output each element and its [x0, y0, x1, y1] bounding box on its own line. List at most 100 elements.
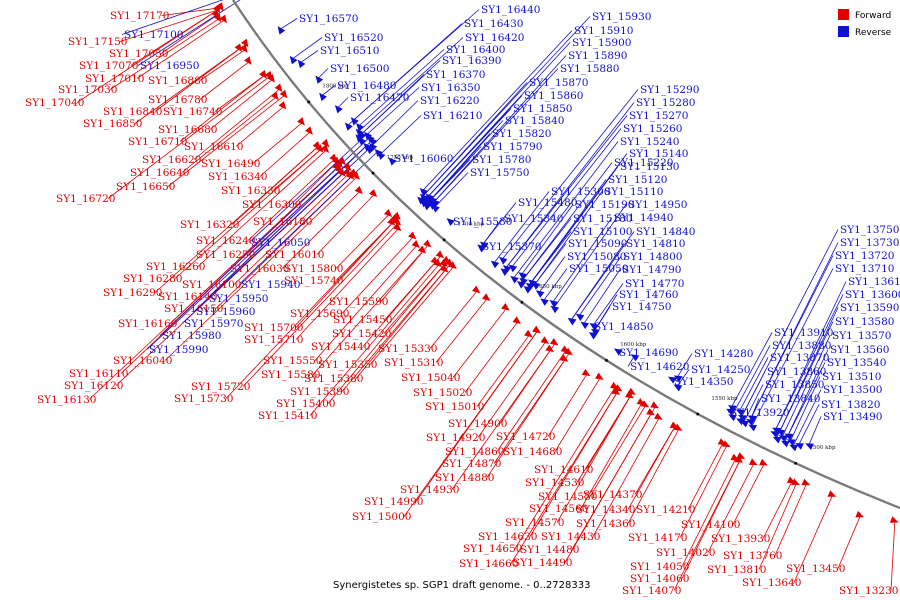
reverse-gene-label: SY1_15750 [470, 167, 529, 179]
reverse-label-leader [739, 357, 769, 412]
forward-label-leader [679, 445, 728, 538]
reverse-label-leader [159, 137, 370, 336]
reverse-gene-label: SY1_13560 [830, 344, 889, 356]
reverse-gene-label: SY1_16210 [423, 110, 482, 122]
legend-forward-swatch [838, 9, 849, 20]
reverse-gene-arrow [479, 241, 489, 250]
reverse-gene-label: SY1_15980 [162, 330, 221, 342]
forward-label-leader [109, 18, 220, 90]
forward-label-leader [197, 149, 327, 267]
forward-label-leader [732, 463, 765, 525]
reverse-gene-label: SY1_15970 [184, 318, 243, 330]
forward-gene-arrow [559, 354, 569, 362]
reverse-gene-label: SY1_13750 [840, 224, 899, 236]
forward-gene-label: SY1_15310 [384, 357, 443, 369]
scale-tick-mark [605, 359, 608, 362]
forward-gene-arrow [611, 387, 621, 395]
forward-gene-label: SY1_15400 [276, 398, 335, 410]
forward-label-leader [592, 417, 660, 537]
legend-reverse-swatch [838, 26, 849, 37]
reverse-gene-label: SY1_14770 [625, 278, 684, 290]
reverse-gene-arrow [519, 277, 528, 286]
reverse-label-leader [594, 306, 611, 332]
forward-gene-arrow [545, 344, 554, 353]
reverse-gene-arrow [589, 323, 599, 331]
reverse-gene-arrow [549, 300, 558, 308]
reverse-gene-label: SY1_15860 [524, 90, 583, 102]
reverse-gene-label: SY1_14810 [626, 238, 685, 250]
forward-gene-label: SY1_15420 [332, 328, 391, 340]
reverse-gene-arrow [498, 256, 508, 265]
forward-label-leader [464, 321, 519, 393]
forward-gene-label: SY1_17050 [109, 48, 168, 60]
reverse-gene-label: SY1_15850 [513, 103, 572, 115]
reverse-label-leader [534, 243, 567, 285]
forward-label-leader [793, 495, 833, 583]
reverse-label-leader [781, 335, 831, 438]
reverse-gene-arrow [510, 275, 519, 284]
forward-gene-label: SY1_14560 [529, 503, 588, 515]
reverse-label-leader [676, 369, 690, 387]
reverse-label-leader [808, 416, 822, 446]
forward-label-leader [762, 481, 793, 539]
forward-label-leader [247, 158, 335, 241]
reverse-label-leader [433, 68, 559, 202]
forward-gene-label: SY1_13640 [742, 577, 801, 589]
forward-gene-arrow [423, 239, 432, 248]
reverse-gene-arrow [591, 328, 600, 337]
reverse-label-leader [751, 268, 834, 427]
forward-label-leader [576, 392, 633, 483]
reverse-label-leader [743, 384, 764, 423]
forward-gene-label: SY1_17040 [25, 97, 84, 109]
reverse-label-leader [538, 256, 566, 293]
reverse-gene-label: SY1_15300 [551, 186, 610, 198]
forward-label-leader [554, 377, 601, 452]
reverse-gene-arrow [778, 435, 788, 442]
forward-gene-label: SY1_17010 [85, 73, 144, 85]
reverse-gene-arrow [518, 272, 527, 280]
forward-gene-arrow [439, 258, 448, 267]
reverse-gene-label: SY1_14800 [623, 251, 682, 263]
forward-label-leader [477, 341, 547, 438]
forward-gene-label: SY1_16110 [69, 368, 128, 380]
reverse-gene-label: SY1_15960 [196, 306, 255, 318]
forward-label-leader [181, 96, 277, 173]
reverse-label-leader [627, 356, 635, 367]
forward-gene-label: SY1_15690 [290, 308, 349, 320]
forward-gene-label: SY1_15440 [311, 341, 370, 353]
reverse-gene-arrow [319, 92, 327, 102]
reverse-gene-arrow [358, 137, 367, 146]
forward-gene-arrow [383, 208, 393, 218]
scale-tick-label: 1800 kbp [322, 84, 349, 90]
reverse-gene-arrow [540, 298, 549, 306]
forward-gene-label: SY1_14570 [505, 517, 564, 529]
forward-label-leader [429, 290, 478, 349]
scale-tick-label: 1600 kbp [620, 342, 647, 348]
legend-reverse-label: Reverse [855, 28, 892, 38]
legend-reverse: Reverse [838, 26, 892, 38]
scale-tick-label: 1500 kbp [809, 445, 836, 451]
reverse-gene-label: SY1_15930 [592, 11, 651, 23]
reverse-label-leader [513, 141, 619, 279]
forward-gene-label: SY1_15730 [174, 393, 233, 405]
forward-gene-label: SY1_14060 [630, 573, 689, 585]
forward-gene-arrow [564, 347, 573, 356]
forward-gene-label: SY1_14990 [364, 496, 423, 508]
reverse-label-leader [181, 145, 373, 324]
forward-gene-arrow [640, 400, 650, 408]
legend-forward-label: Forward [855, 11, 891, 21]
reverse-gene-arrow [673, 375, 683, 383]
reverse-label-leader [741, 371, 766, 417]
forward-gene-arrow [440, 264, 449, 273]
reverse-gene-label: SY1_15790 [483, 141, 542, 153]
forward-gene-arrow [654, 412, 663, 420]
forward-gene-label: SY1_15000 [352, 511, 411, 523]
forward-label-leader [510, 392, 618, 564]
forward-gene-label: SY1_15740 [284, 275, 343, 287]
forward-gene-arrow [389, 214, 399, 223]
forward-gene-arrow [279, 89, 288, 99]
forward-gene-arrow [673, 423, 683, 431]
reverse-label-leader [366, 87, 420, 135]
forward-label-leader [627, 428, 680, 524]
